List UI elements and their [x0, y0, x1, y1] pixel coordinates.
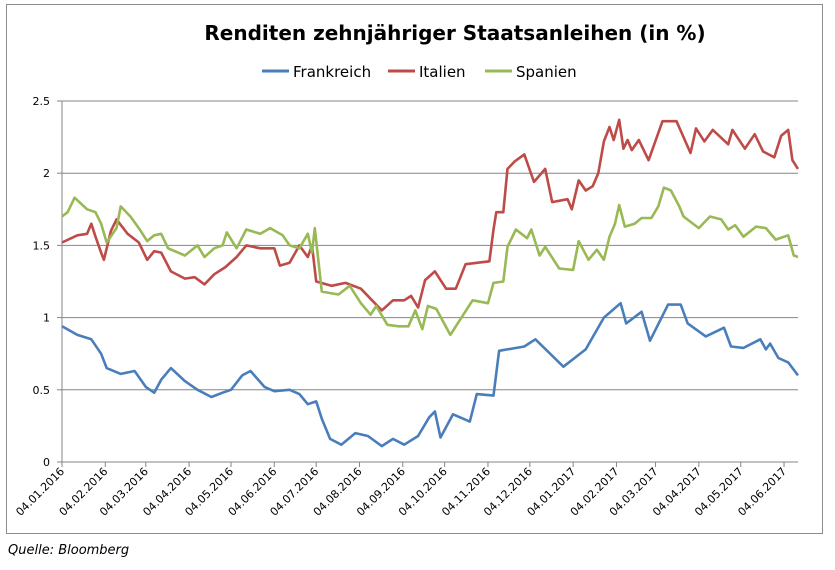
gridlines [62, 100, 798, 391]
series-line-spanien [61, 186, 799, 337]
legend: Frankreich Italien Spanien [262, 63, 577, 81]
y-tick-label: 0.5 [33, 384, 51, 397]
x-axis: 04.01.201604.02.201604.03.201604.04.2016… [13, 461, 798, 519]
legend-label: Spanien [516, 63, 577, 81]
y-tick-label: 2.5 [33, 95, 51, 108]
y-tick-label: 1 [43, 312, 50, 325]
y-tick-label: 0 [43, 456, 50, 469]
source-note: Quelle: Bloomberg [8, 543, 130, 558]
legend-label: Frankreich [293, 63, 371, 81]
series-line-frankreich [61, 301, 800, 448]
legend-label: Italien [419, 63, 466, 81]
legend-item-frankreich: Frankreich [262, 63, 371, 81]
legend-item-italien: Italien [388, 63, 466, 81]
series-lines [61, 118, 800, 448]
series-line-italien [61, 118, 800, 312]
y-axis: 0 0.5 1 1.5 2 2.5 [33, 95, 63, 469]
chart-title: Renditen zehnjähriger Staatsanleihen (in… [204, 21, 705, 45]
y-tick-label: 1.5 [33, 239, 51, 252]
chart-frame [6, 4, 823, 534]
y-tick-label: 2 [43, 167, 50, 180]
legend-item-spanien: Spanien [485, 63, 577, 81]
